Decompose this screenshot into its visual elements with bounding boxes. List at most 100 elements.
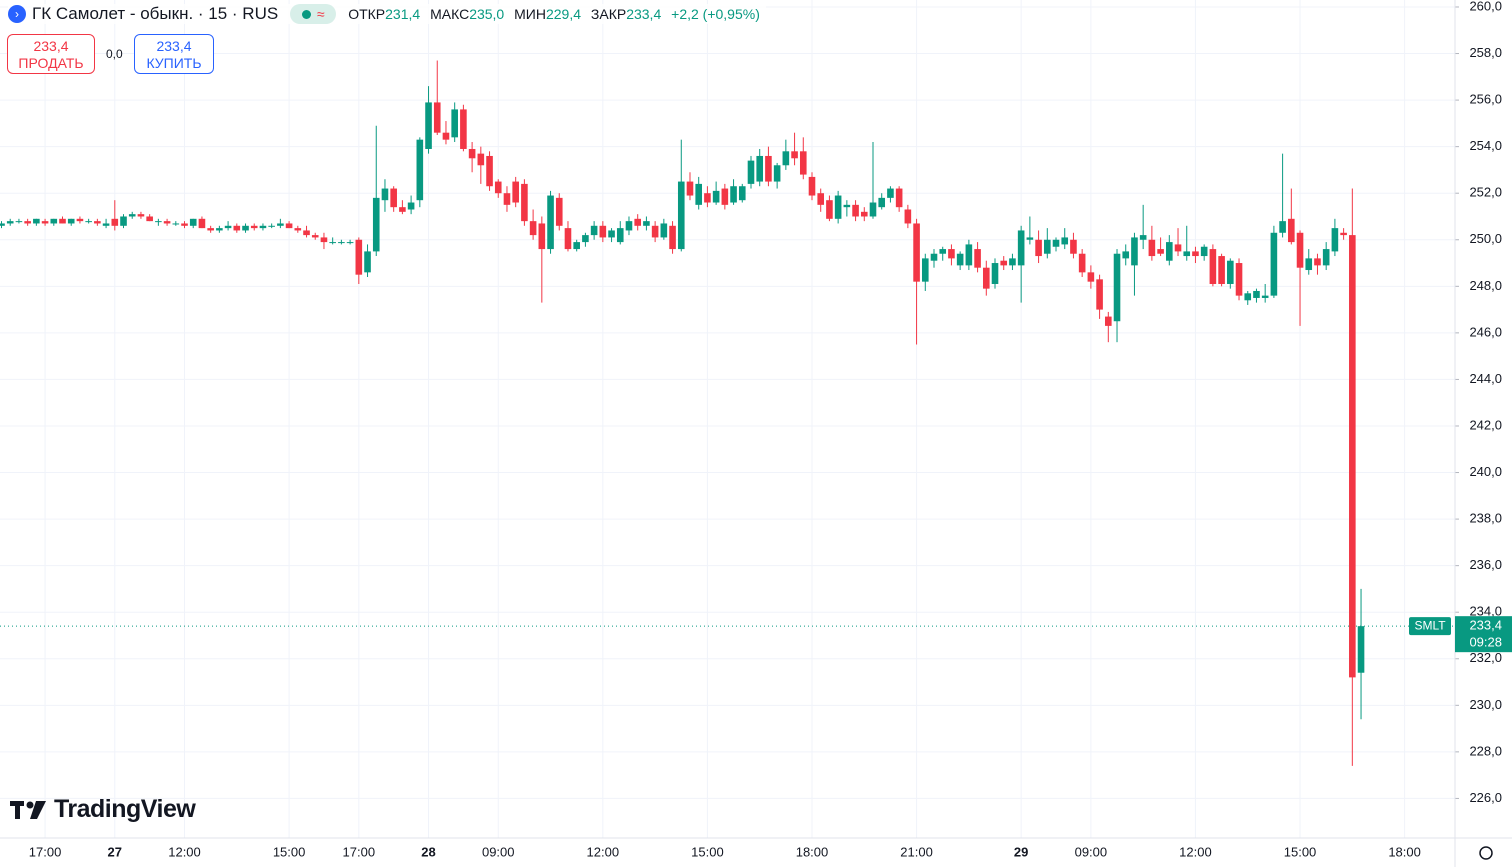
logo-icon — [10, 800, 46, 819]
x-tick-label: 27 — [108, 844, 122, 859]
x-tick-label: 18:00 — [1388, 844, 1421, 859]
candle-body — [477, 153, 485, 166]
candle-body — [721, 188, 729, 205]
buy-button[interactable]: 233,4 КУПИТЬ — [134, 34, 214, 74]
candle-body — [1105, 316, 1112, 326]
candle-body — [1209, 249, 1217, 284]
candle-body — [1218, 256, 1225, 284]
candle-body — [486, 155, 493, 187]
candle-body — [1340, 232, 1347, 236]
ohlc-label: ЗАКР — [590, 6, 627, 22]
ticker: SMLT — [1414, 618, 1446, 632]
x-tick-label: 12:00 — [1179, 844, 1212, 859]
y-tick-label: 250,0 — [1469, 231, 1502, 246]
candle-body — [1331, 228, 1339, 252]
candle-body — [67, 218, 75, 224]
candle-body — [1009, 258, 1016, 266]
candle-body — [1044, 239, 1051, 254]
candle-body — [137, 214, 145, 217]
sell-button[interactable]: 233,4 ПРОДАТЬ — [7, 34, 95, 74]
candle-body — [1139, 235, 1147, 240]
y-tick-label: 234,0 — [1469, 604, 1502, 619]
candle-body — [451, 109, 458, 138]
candle-body — [468, 148, 476, 159]
candle-body — [634, 218, 641, 226]
candle-body — [677, 181, 685, 250]
y-tick-label: 246,0 — [1469, 324, 1502, 339]
candle-body — [547, 195, 554, 250]
candle-body — [529, 221, 537, 236]
candle-body — [512, 181, 519, 203]
candle-body — [1227, 260, 1234, 284]
status-pill[interactable]: ≈ — [290, 4, 337, 24]
candle-body — [660, 223, 668, 238]
candle-body — [303, 230, 310, 236]
candle-body — [329, 242, 336, 244]
candle-body — [1061, 237, 1069, 245]
candle-body — [320, 237, 328, 243]
y-tick-label: 256,0 — [1469, 92, 1502, 107]
candle-body — [1253, 290, 1260, 298]
candle-body — [250, 225, 258, 229]
candle-body — [355, 239, 363, 275]
candle-body — [608, 230, 615, 238]
candle-body — [1087, 272, 1095, 282]
candle-body — [15, 221, 23, 223]
candle-body — [85, 221, 92, 223]
candle-body — [494, 181, 502, 194]
candle-body — [1279, 221, 1286, 233]
candle-body — [41, 221, 49, 224]
y-tick-label: 226,0 — [1469, 790, 1502, 805]
candle-body — [887, 188, 894, 198]
symbol-icon: › — [8, 5, 26, 23]
candle-body — [616, 228, 624, 243]
candle-body — [407, 202, 415, 210]
candle-body — [643, 221, 650, 226]
candle-body — [1261, 295, 1269, 298]
y-tick-label: 238,0 — [1469, 511, 1502, 526]
ohlc-label: МАКС — [430, 6, 470, 22]
x-tick-label: 09:00 — [1075, 844, 1108, 859]
candle-body — [1322, 249, 1330, 266]
candle-body — [364, 251, 371, 273]
spread: 0,0 — [106, 47, 123, 61]
candle-body — [956, 253, 964, 266]
candle-body — [1078, 253, 1086, 273]
x-tick-label: 18:00 — [796, 844, 829, 859]
candle-body — [521, 183, 528, 222]
candle-body — [181, 223, 188, 226]
candle-body — [878, 197, 886, 208]
candle-body — [1192, 251, 1199, 257]
ohlc-value: 235,0 — [469, 6, 505, 22]
candle-body — [94, 221, 101, 224]
candle-body — [1183, 251, 1191, 257]
candle-body — [948, 249, 955, 259]
candle-body — [756, 155, 764, 182]
candle-body — [294, 228, 302, 231]
x-tick-label: 28 — [421, 844, 435, 859]
candle-body — [1357, 626, 1365, 673]
candle-body — [50, 218, 58, 224]
candle-body — [120, 216, 127, 226]
x-tick-label: 15:00 — [1284, 844, 1317, 859]
candle-body — [268, 225, 275, 227]
candle-body — [939, 249, 947, 254]
candle-body — [259, 225, 267, 229]
y-tick-label: 240,0 — [1469, 464, 1502, 479]
candle-body — [904, 209, 912, 224]
symbol[interactable]: ГК Самолет - обыкн. · 15 · RUS — [32, 4, 279, 23]
y-tick-label: 228,0 — [1469, 743, 1502, 758]
candle-body — [982, 267, 990, 289]
x-tick-label: 21:00 — [900, 844, 933, 859]
candle-body — [895, 188, 903, 208]
candle-body — [76, 218, 84, 222]
logo-text: TradingView — [54, 795, 196, 823]
candle-body — [442, 132, 450, 140]
candle-body — [1017, 230, 1025, 266]
settings-icon[interactable] — [1479, 846, 1493, 860]
y-tick-label: 244,0 — [1469, 371, 1502, 386]
candle-body — [599, 225, 607, 238]
candle-body — [843, 204, 851, 208]
candle-body — [233, 225, 241, 231]
